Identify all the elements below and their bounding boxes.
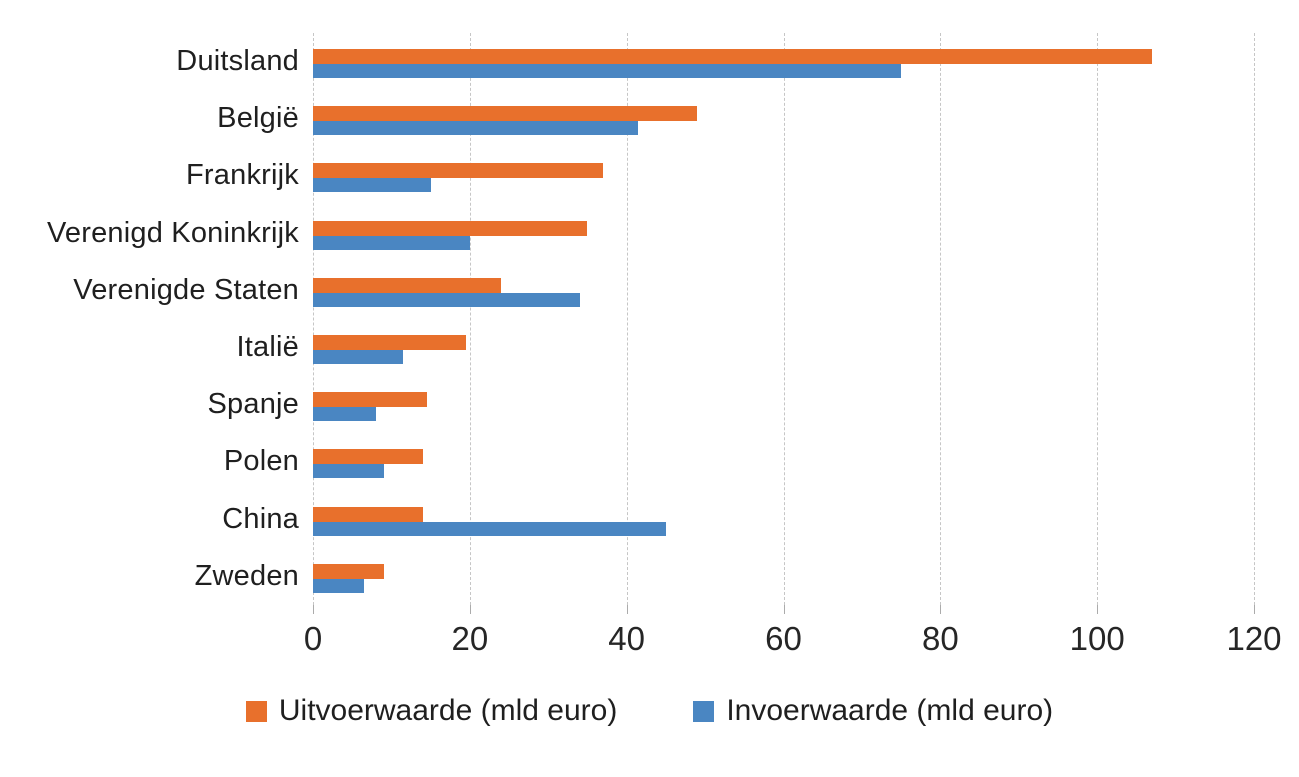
gridline (783, 33, 785, 605)
axis-tick (313, 605, 314, 614)
chart-row (313, 33, 1254, 90)
bar-uitvoerwaarde (313, 392, 427, 408)
gridline (1254, 33, 1255, 605)
chart-row (313, 376, 1254, 433)
category-label: Verenigde Staten (73, 273, 299, 306)
x-tick-label: 100 (1069, 620, 1125, 657)
category-label: België (217, 102, 299, 135)
bar-invoerwaarde (313, 292, 580, 307)
bar-invoerwaarde (313, 349, 404, 364)
bar-uitvoerwaarde (313, 506, 423, 522)
category-axis: Duitsland België Frankrijk Verenigd Koninkr… (0, 33, 299, 605)
category-label: Duitsland (176, 45, 299, 78)
x-tick-label: 0 (303, 620, 323, 657)
category-label: Polen (223, 445, 299, 478)
bar-invoerwaarde (313, 64, 902, 78)
axis-tick (783, 605, 785, 614)
bar-uitvoerwaarde (313, 220, 588, 236)
bar-invoerwaarde (313, 178, 431, 193)
x-tick-label: 40 (608, 620, 646, 657)
axis-tick (626, 605, 628, 614)
category-label: Frankrijk (186, 159, 299, 192)
legend-swatch-uitvoerwaarde-icon (245, 700, 267, 722)
bar-uitvoerwaarde (313, 49, 1153, 64)
bar-invoerwaarde (313, 121, 639, 136)
category-label: Zweden (194, 559, 299, 592)
gridline (1097, 33, 1099, 605)
bar-uitvoerwaarde (313, 449, 423, 465)
legend: Uitvoerwaarde (mld euro) Invoerwaarde (m… (0, 694, 1299, 728)
bar-invoerwaarde (313, 578, 364, 593)
bar-invoerwaarde (313, 521, 666, 536)
bar-uitvoerwaarde (313, 334, 466, 350)
legend-item-invoerwaarde: Invoerwaarde (mld euro) (693, 694, 1053, 728)
chart-row (313, 319, 1254, 376)
chart-row (313, 433, 1254, 490)
bar-uitvoerwaarde (313, 563, 384, 579)
category-label: China (222, 502, 299, 535)
axis-tick (1254, 605, 1255, 614)
legend-label-invoerwaarde: Invoerwaarde (mld euro) (726, 694, 1054, 727)
chart-row (313, 491, 1254, 548)
legend-swatch-invoerwaarde-icon (693, 700, 715, 722)
category-label: Italië (236, 331, 299, 364)
chart-row (313, 90, 1254, 147)
bar-invoerwaarde (313, 235, 470, 250)
x-tick-label: 120 (1226, 620, 1282, 657)
x-tick-label: 20 (451, 620, 489, 657)
x-tick-label: 60 (765, 620, 802, 657)
gridline (626, 33, 628, 605)
x-tick-label: 80 (921, 620, 959, 657)
chart-row (313, 262, 1254, 319)
bar-invoerwaarde (313, 464, 384, 479)
chart-row (313, 548, 1254, 605)
category-label: Verenigd Koninkrijk (46, 216, 299, 249)
gridline (940, 33, 942, 605)
bar-uitvoerwaarde (313, 277, 502, 293)
plot-area (313, 33, 1255, 614)
axis-tick (469, 605, 471, 614)
legend-item-uitvoerwaarde: Uitvoerwaarde (mld euro) (245, 694, 618, 728)
bars-layer (313, 33, 1254, 605)
gridline (469, 33, 471, 605)
bar-uitvoerwaarde (313, 106, 698, 122)
legend-label-uitvoerwaarde: Uitvoerwaarde (mld euro) (278, 694, 618, 727)
gridline (313, 33, 314, 605)
chart-row (313, 205, 1254, 262)
category-label: Spanje (207, 388, 299, 421)
axis-tick (1097, 605, 1099, 614)
bar-invoerwaarde (313, 407, 376, 422)
axis-tick (940, 605, 942, 614)
chart-row (313, 147, 1254, 204)
x-axis: 0 20 40 60 80 100 120 (304, 620, 1282, 664)
bar-uitvoerwaarde (313, 163, 604, 179)
